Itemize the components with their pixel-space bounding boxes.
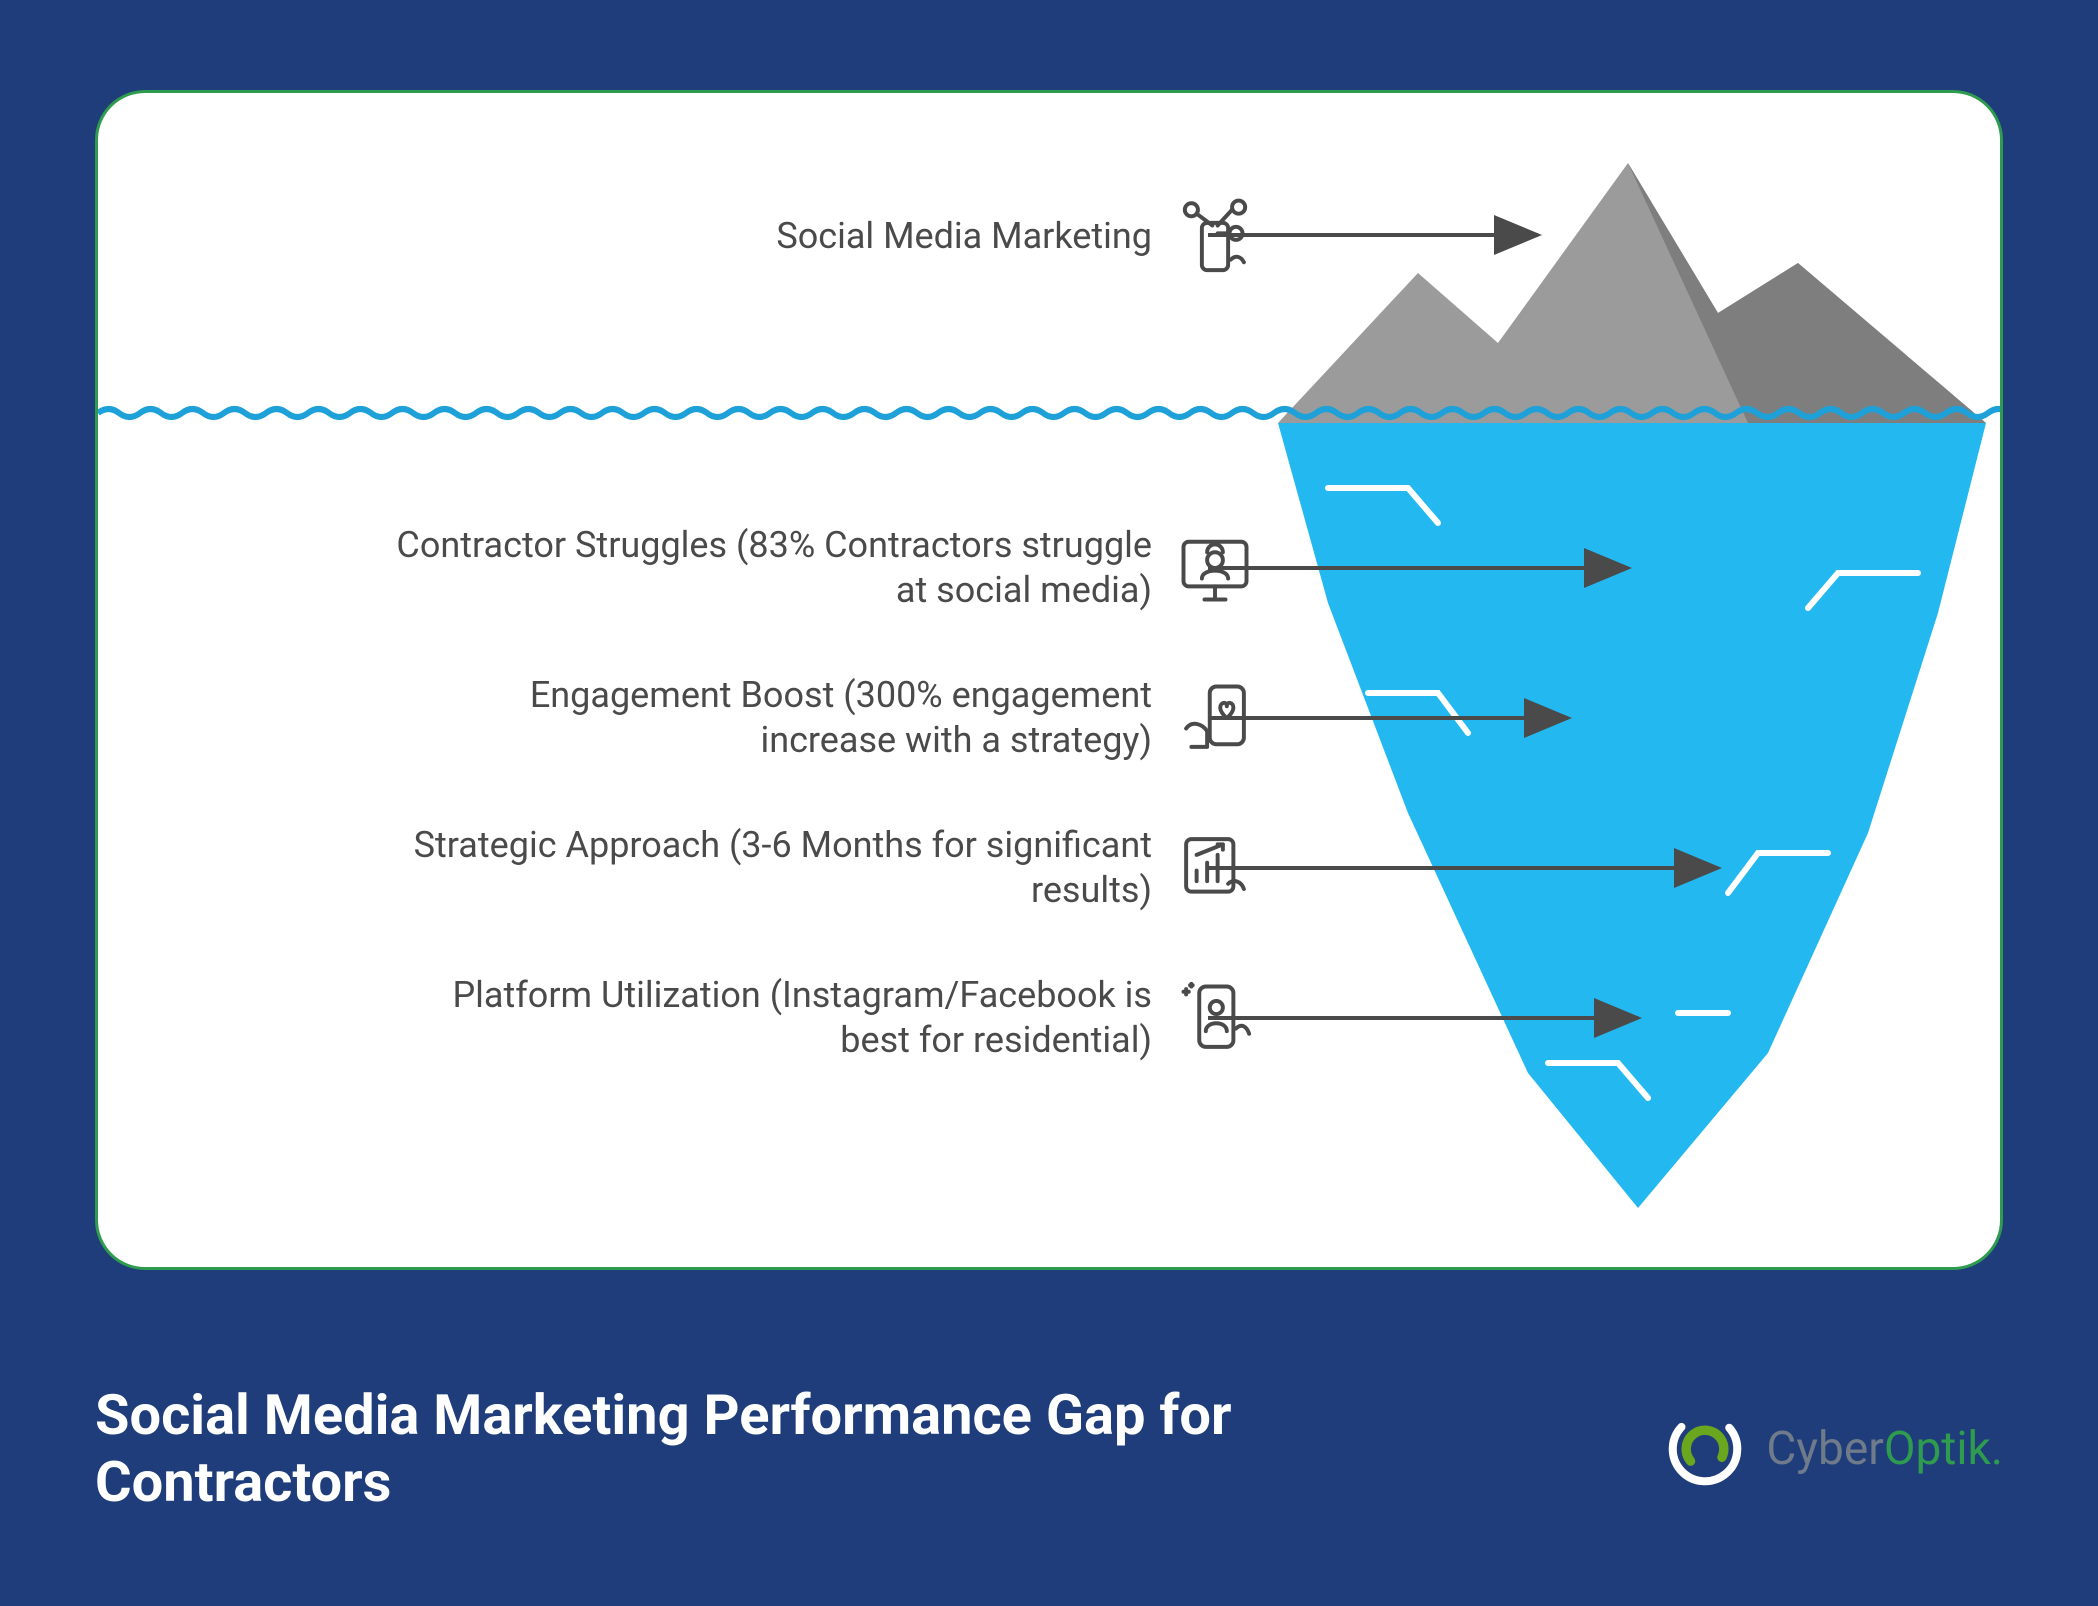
footer-title: Social Media Marketing Performance Gap f… bbox=[95, 1382, 1395, 1516]
share-icon bbox=[1170, 191, 1260, 281]
heart-phone-icon bbox=[1170, 673, 1260, 763]
profile-phone-icon bbox=[1170, 973, 1260, 1063]
logo-text-dot: . bbox=[1991, 1422, 2003, 1476]
logo-mark-icon bbox=[1662, 1406, 1748, 1492]
label-item-0: Contractor Struggles (83% Contractors st… bbox=[392, 523, 1260, 613]
iceberg-below bbox=[1278, 423, 1986, 1208]
label-item-2-text: Strategic Approach (3-6 Months for signi… bbox=[392, 823, 1152, 913]
logo-text-first: Cyber bbox=[1766, 1422, 1884, 1476]
label-item-0-text: Contractor Struggles (83% Contractors st… bbox=[392, 523, 1152, 613]
label-top-text: Social Media Marketing bbox=[776, 214, 1152, 259]
iceberg-scene: Social Media Marketing Con bbox=[98, 93, 2000, 1267]
label-item-2: Strategic Approach (3-6 Months for signi… bbox=[392, 823, 1260, 913]
logo-text: CyberOptik. bbox=[1766, 1422, 2003, 1476]
brand-logo: CyberOptik. bbox=[1662, 1406, 2003, 1492]
label-item-1-text: Engagement Boost (300% engagement increa… bbox=[392, 673, 1152, 763]
label-item-3: Platform Utilization (Instagram/Facebook… bbox=[392, 973, 1260, 1063]
label-item-3-text: Platform Utilization (Instagram/Facebook… bbox=[392, 973, 1152, 1063]
label-top: Social Media Marketing bbox=[776, 191, 1260, 281]
footer: Social Media Marketing Performance Gap f… bbox=[95, 1382, 2003, 1516]
chart-icon bbox=[1170, 823, 1260, 913]
infographic-card: Social Media Marketing Con bbox=[95, 90, 2003, 1270]
label-item-1: Engagement Boost (300% engagement increa… bbox=[392, 673, 1260, 763]
logo-text-second: Optik bbox=[1884, 1422, 1991, 1476]
monitor-icon bbox=[1170, 523, 1260, 613]
